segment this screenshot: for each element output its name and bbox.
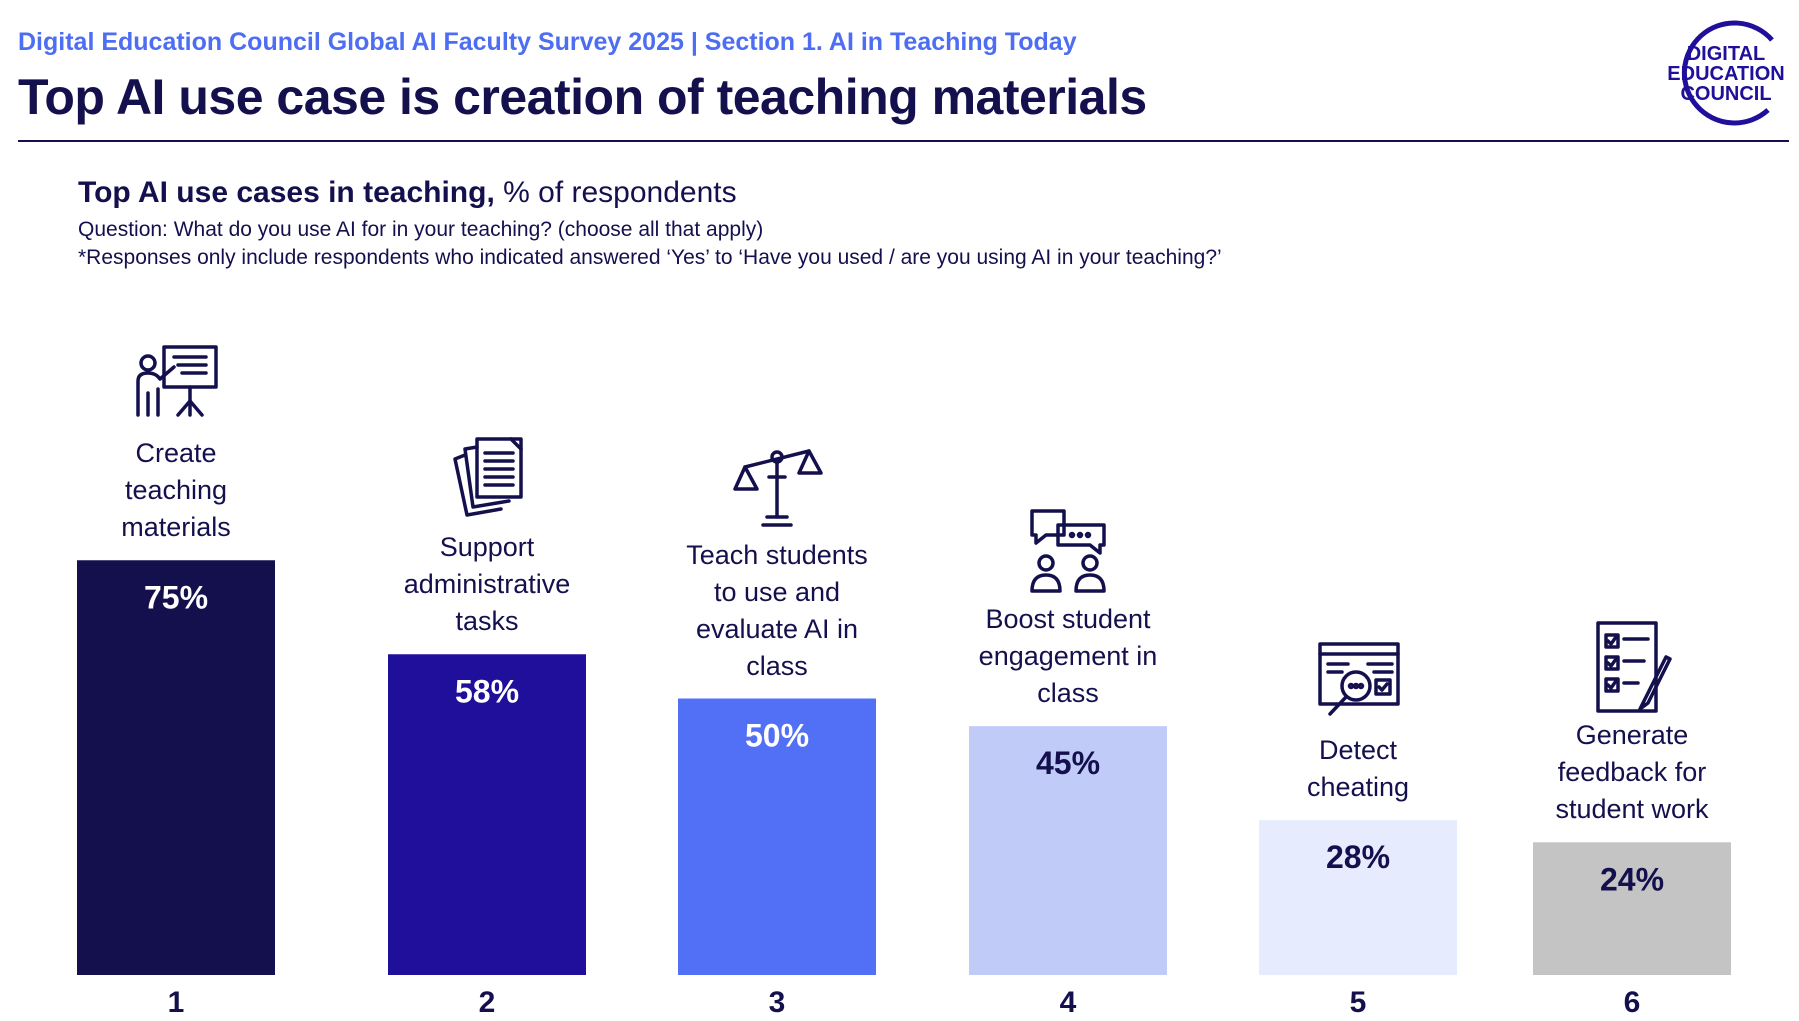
- bar-3: [678, 698, 876, 975]
- chart-title-suffix: % of respondents: [503, 176, 737, 209]
- value-label-6: 24%: [1600, 861, 1664, 897]
- category-description-line: teaching: [124, 475, 228, 506]
- category-description-line: Detect: [1318, 735, 1398, 766]
- bar-2: [388, 654, 586, 975]
- checklist-pen-icon: [1596, 621, 1672, 714]
- value-label-4: 45%: [1036, 745, 1100, 781]
- logo-line-1: DIGITAL: [1687, 43, 1766, 65]
- bar-5: [1259, 820, 1457, 975]
- category-number-5: 5: [1350, 986, 1367, 1019]
- category-number-4: 4: [1060, 986, 1077, 1019]
- chart-title-main: Top AI use cases in teaching,: [78, 176, 495, 209]
- value-label-5: 28%: [1326, 839, 1390, 875]
- category-description-line: Generate: [1575, 720, 1689, 751]
- value-label-2: 58%: [455, 673, 519, 709]
- category-description-line: Create: [135, 438, 217, 469]
- category-description-line: cheating: [1306, 772, 1410, 803]
- magnifier-screen-icon: [1318, 642, 1400, 716]
- category-number-2: 2: [479, 986, 496, 1019]
- chart-note: *Responses only include respondents who …: [78, 246, 1222, 269]
- category-number-6: 6: [1624, 986, 1641, 1019]
- category-description-line: feedback for: [1557, 757, 1707, 788]
- category-number-3: 3: [769, 986, 786, 1019]
- category-description-1: Create teaching materials: [61, 435, 291, 546]
- category-description-6: Generate feedback for student work: [1517, 717, 1747, 828]
- chart-question: Question: What do you use AI for in your…: [78, 218, 764, 241]
- category-number-1: 1: [168, 986, 185, 1019]
- header-divider: [18, 140, 1789, 142]
- chart-title: Top AI use cases in teaching, % of respo…: [78, 176, 737, 210]
- category-description-line: tasks: [455, 606, 519, 637]
- category-description-line: evaluate AI in: [695, 613, 859, 644]
- documents-icon: [453, 437, 523, 517]
- logo-line-3: COUNCIL: [1680, 83, 1771, 105]
- category-description-line: materials: [121, 512, 231, 543]
- category-description-4: Boost student engagement in class: [953, 601, 1183, 712]
- logo-line-2: EDUCATION: [1667, 63, 1784, 85]
- bar-6: [1533, 842, 1731, 975]
- scales-icon: [733, 448, 823, 527]
- page-title: Top AI use case is creation of teaching …: [18, 69, 1147, 125]
- category-description-line: to use and: [713, 576, 841, 607]
- teacher-board-icon: [136, 345, 218, 417]
- category-description-3: Teach students to use and evaluate AI in cl…: [662, 537, 892, 685]
- category-description-line: Teach students: [686, 539, 868, 570]
- header-kicker: Digital Education Council Global AI Facu…: [18, 28, 1077, 56]
- bar-4: [969, 726, 1167, 975]
- category-description-2: Support administrative tasks: [372, 529, 602, 640]
- category-description-line: Support: [439, 532, 535, 563]
- category-description-line: student work: [1555, 794, 1709, 825]
- category-description-line: engagement in: [978, 641, 1158, 672]
- category-description-line: administrative: [403, 569, 571, 600]
- value-label-1: 75%: [144, 579, 208, 615]
- logo: DIGITAL EDUCATION COUNCIL: [1667, 20, 1785, 126]
- category-description-line: class: [1037, 678, 1099, 709]
- category-description-5: Detect cheating: [1243, 732, 1473, 806]
- value-label-3: 50%: [745, 718, 809, 754]
- category-description-line: class: [746, 650, 808, 681]
- bar-1: [77, 560, 275, 975]
- category-description-line: Boost student: [985, 604, 1151, 635]
- chat-people-icon: [1030, 509, 1106, 593]
